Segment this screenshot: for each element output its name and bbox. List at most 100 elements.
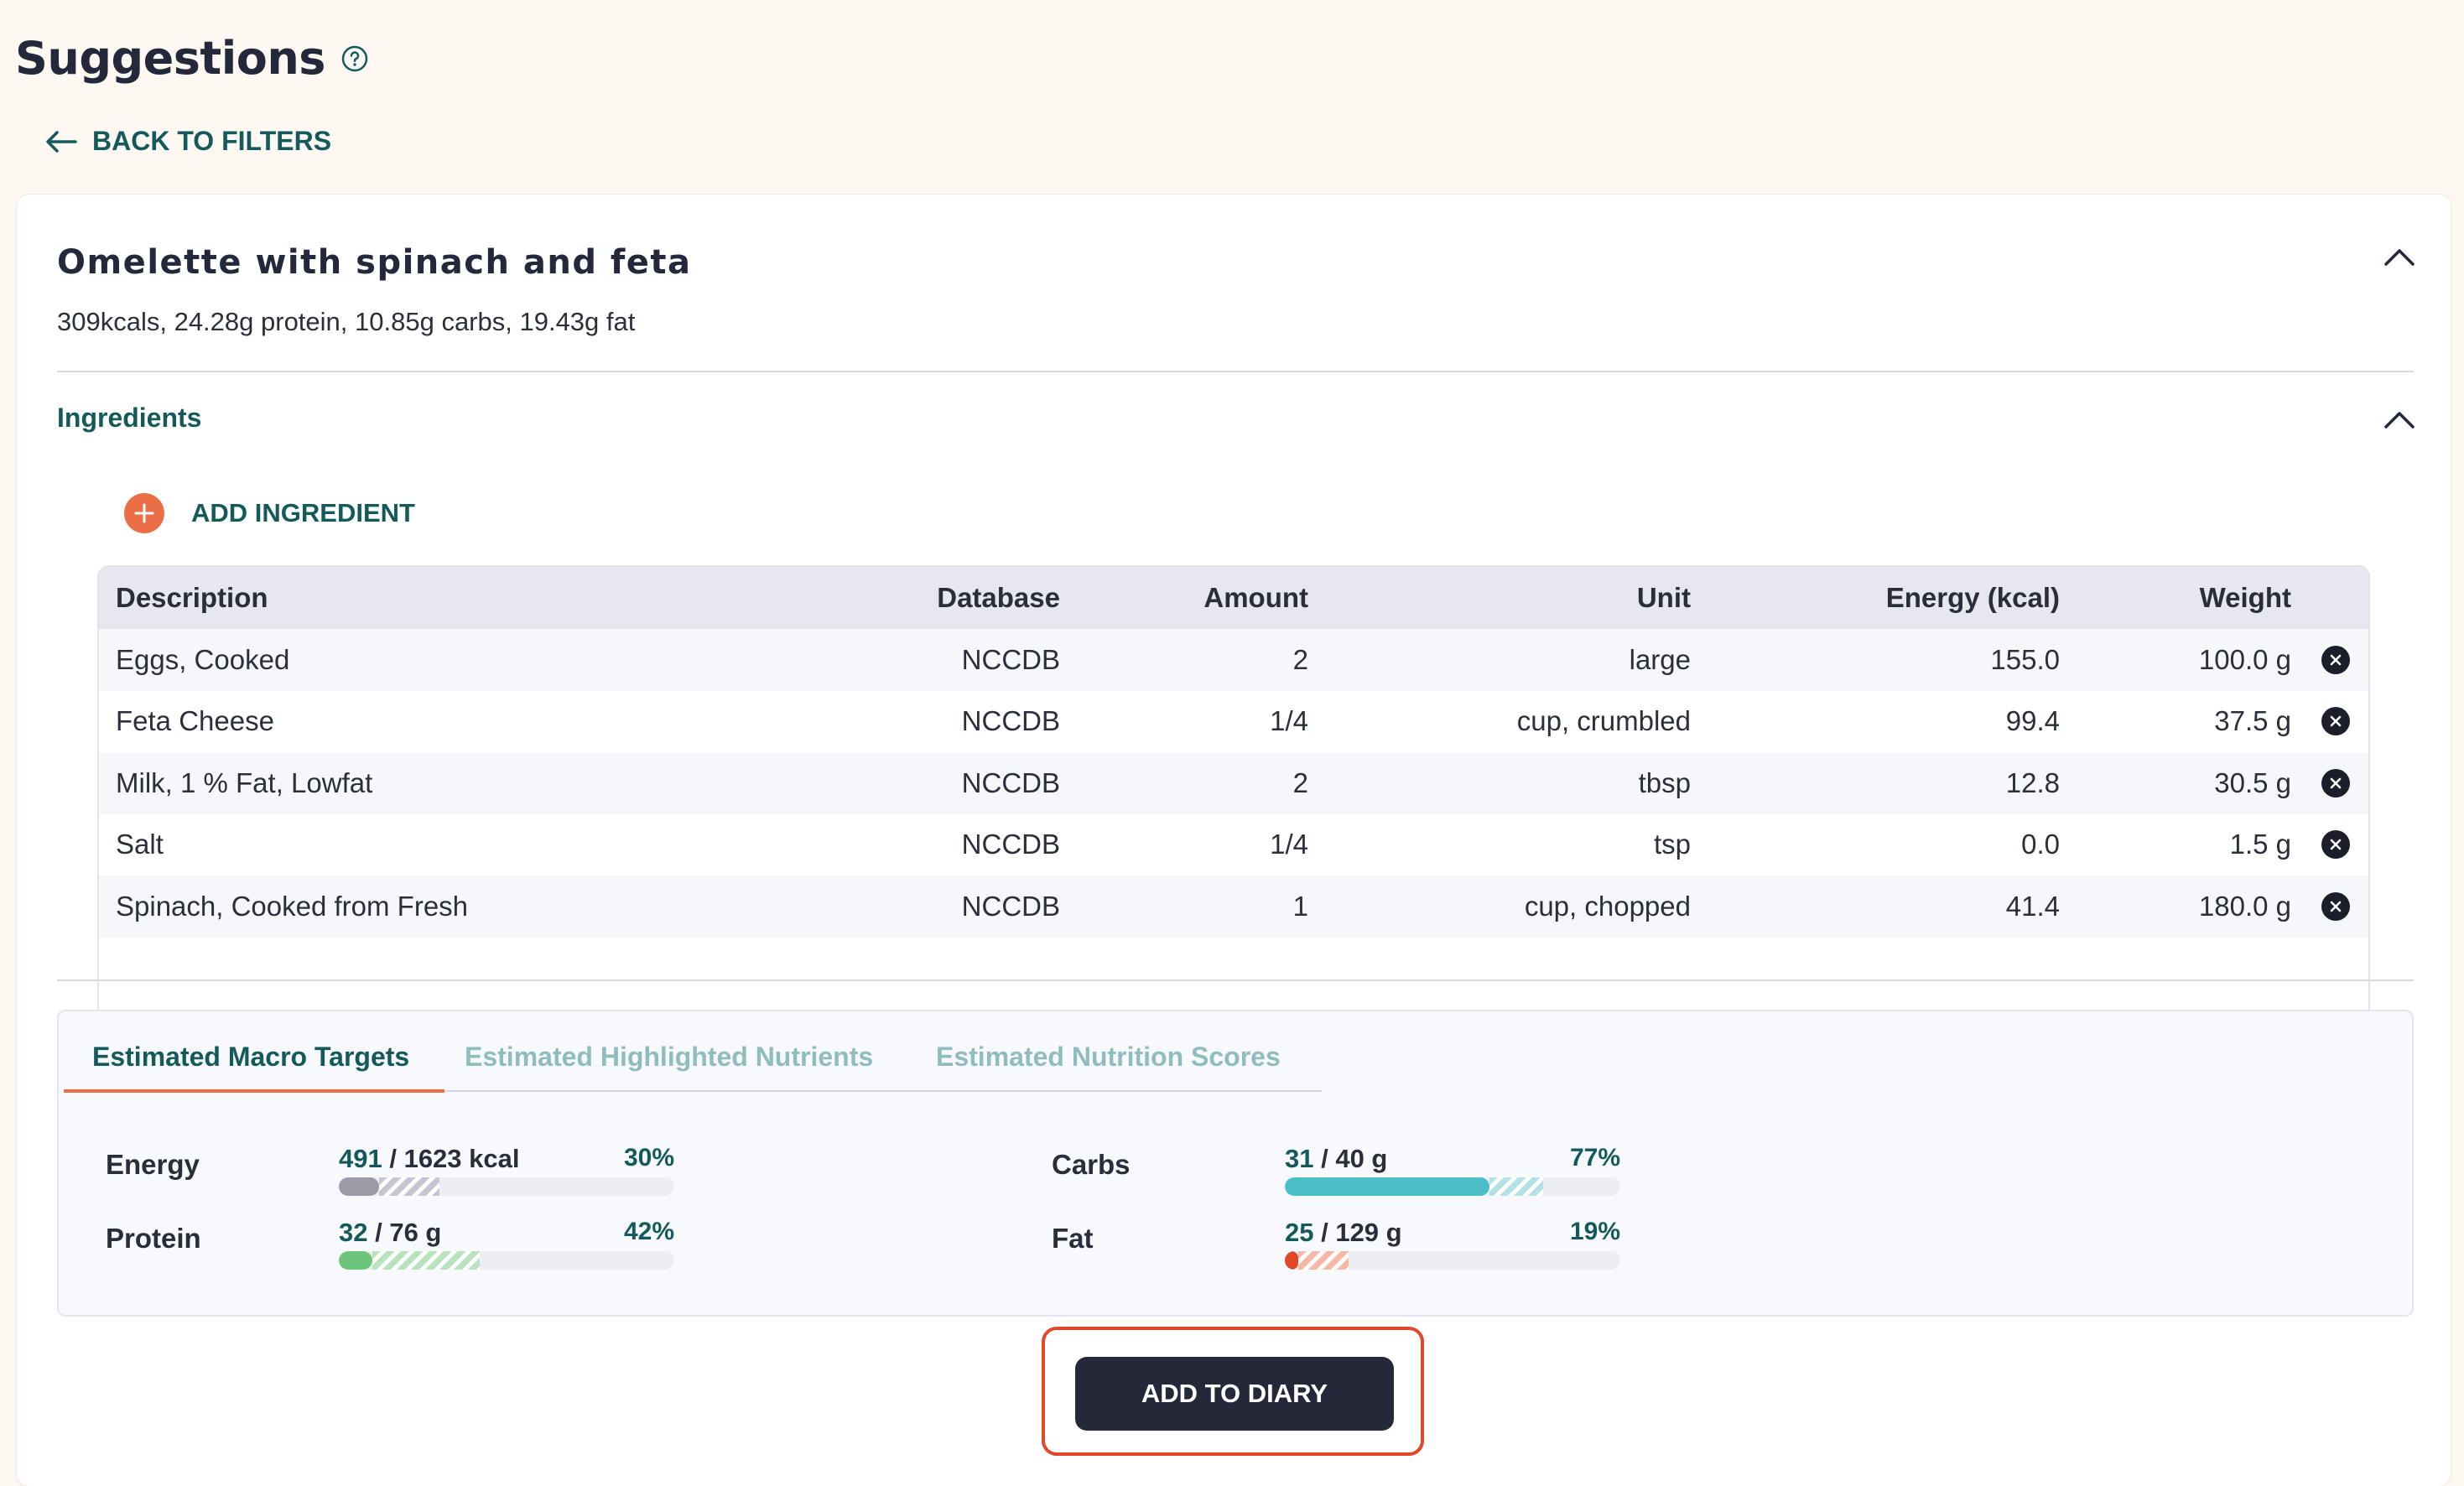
header-database: Database: [937, 582, 1060, 613]
table-header: Description Database Amount Unit Energy …: [99, 567, 2368, 629]
remove-ingredient-icon[interactable]: [2321, 645, 2350, 674]
cell-unit: large: [1629, 643, 1691, 675]
macro-value-carbs: 31 / 40 g: [1285, 1144, 1387, 1174]
macro-bar-fill: [1285, 1177, 1489, 1196]
macro-label-energy: Energy: [106, 1149, 200, 1180]
page-header: Suggestions: [15, 32, 369, 85]
macro-label-protein: Protein: [106, 1223, 201, 1254]
cell-database: NCCDB: [961, 829, 1060, 860]
macro-bar-protein: [339, 1251, 674, 1270]
cell-weight: 1.5 g: [2229, 829, 2291, 860]
macro-bar-projected: [379, 1177, 439, 1196]
cell-description: Eggs, Cooked: [116, 643, 290, 675]
macro-total-carbs: / 40 g: [1313, 1144, 1388, 1173]
cell-amount: 2: [1292, 766, 1308, 798]
macro-current-energy: 491: [339, 1144, 382, 1173]
macro-percent-protein: 42%: [623, 1218, 674, 1245]
table-row: Salt NCCDB 1/4 tsp 0.0 1.5 g: [99, 813, 2368, 875]
help-icon[interactable]: [340, 44, 369, 73]
header-weight: Weight: [2199, 582, 2291, 613]
cell-energy: 155.0: [1990, 643, 2060, 675]
macro-label-carbs: Carbs: [1052, 1149, 1131, 1180]
cell-description: Salt: [116, 829, 164, 860]
macro-total-protein: / 76 g: [367, 1218, 442, 1247]
macro-bar-projected: [372, 1251, 480, 1270]
recipe-summary: 309kcals, 24.28g protein, 10.85g carbs, …: [57, 307, 636, 336]
tab-nutrition-scores[interactable]: Estimated Nutrition Scores: [936, 1042, 1281, 1072]
macro-value-energy: 491 / 1623 kcal: [339, 1144, 519, 1174]
table-row: Spinach, Cooked from Fresh NCCDB 1 cup, …: [99, 875, 2368, 938]
recipe-title: Omelette with spinach and feta: [57, 243, 692, 282]
active-tab-indicator: [64, 1089, 444, 1093]
cell-unit: tsp: [1653, 829, 1691, 860]
cell-database: NCCDB: [961, 643, 1060, 675]
macro-percent-carbs: 77%: [1569, 1144, 1620, 1172]
macro-targets-panel: Estimated Macro Targets Estimated Highli…: [57, 1010, 2414, 1317]
tab-highlighted-nutrients[interactable]: Estimated Highlighted Nutrients: [465, 1042, 874, 1072]
cell-amount: 1/4: [1270, 705, 1308, 737]
collapse-recipe-chevron-up-icon[interactable]: [2383, 247, 2415, 267]
cell-database: NCCDB: [961, 766, 1060, 798]
macro-bar-fill: [339, 1251, 372, 1270]
macro-bar-projected: [1298, 1251, 1349, 1270]
add-to-diary-button[interactable]: ADD TO DIARY: [1075, 1357, 1394, 1431]
macro-total-energy: / 1623 kcal: [382, 1144, 520, 1173]
ingredients-section-toggle[interactable]: Ingredients: [57, 403, 202, 433]
macro-percent-fat: 19%: [1569, 1218, 1620, 1245]
cell-amount: 1: [1292, 890, 1308, 922]
cell-energy: 0.0: [2021, 829, 2060, 860]
macro-current-carbs: 31: [1285, 1144, 1314, 1173]
add-ingredient-button[interactable]: ADD INGREDIENT: [124, 493, 415, 533]
remove-ingredient-icon[interactable]: [2321, 768, 2350, 798]
remove-ingredient-icon[interactable]: [2321, 830, 2350, 860]
page-title: Suggestions: [15, 32, 325, 85]
cell-database: NCCDB: [961, 705, 1060, 737]
cell-weight: 100.0 g: [2198, 643, 2291, 675]
back-to-filters-link[interactable]: BACK TO FILTERS: [45, 126, 331, 157]
macro-bar-energy: [339, 1177, 674, 1196]
macro-bar-projected: [1489, 1177, 1543, 1196]
cell-database: NCCDB: [961, 890, 1060, 922]
divider: [57, 979, 2414, 981]
macro-current-protein: 32: [339, 1218, 368, 1247]
nutrition-tabs: Estimated Macro Targets Estimated Highli…: [64, 1037, 1322, 1093]
divider: [57, 371, 2414, 372]
cell-description: Spinach, Cooked from Fresh: [116, 890, 469, 922]
header-unit: Unit: [1636, 582, 1691, 613]
ingredients-table: Description Database Amount Unit Energy …: [97, 565, 2370, 1135]
header-energy: Energy (kcal): [1885, 582, 2060, 613]
cell-weight: 180.0 g: [2198, 890, 2291, 922]
macro-total-fat: / 129 g: [1313, 1218, 1402, 1247]
add-ingredient-label: ADD INGREDIENT: [191, 498, 415, 527]
macro-bar-fill: [1285, 1251, 1298, 1270]
cell-unit: cup, chopped: [1524, 890, 1691, 922]
cell-energy: 41.4: [2005, 890, 2060, 922]
table-row: Milk, 1 % Fat, Lowfat NCCDB 2 tbsp 12.8 …: [99, 752, 2368, 814]
macro-bar-fat: [1285, 1251, 1620, 1270]
arrow-left-icon: [46, 130, 77, 153]
add-to-diary-highlight: [1042, 1327, 1424, 1456]
remove-ingredient-icon[interactable]: [2321, 891, 2350, 921]
recipe-card: Omelette with spinach and feta 309kcals,…: [17, 195, 2451, 1486]
remove-ingredient-icon[interactable]: [2321, 707, 2350, 736]
collapse-ingredients-chevron-up-icon[interactable]: [2383, 409, 2415, 429]
table-body: Eggs, Cooked NCCDB 2 large 155.0 100.0 g…: [99, 629, 2368, 938]
cell-unit: cup, crumbled: [1516, 705, 1691, 737]
cell-amount: 2: [1292, 643, 1308, 675]
table-row: Eggs, Cooked NCCDB 2 large 155.0 100.0 g: [99, 629, 2368, 691]
table-row: Feta Cheese NCCDB 1/4 cup, crumbled 99.4…: [99, 690, 2368, 752]
header-amount: Amount: [1203, 582, 1308, 613]
cell-amount: 1/4: [1270, 829, 1308, 860]
macro-bar-carbs: [1285, 1177, 1620, 1196]
macro-value-protein: 32 / 76 g: [339, 1218, 441, 1248]
cell-description: Feta Cheese: [116, 705, 274, 737]
cell-description: Milk, 1 % Fat, Lowfat: [116, 766, 373, 798]
macro-percent-energy: 30%: [623, 1144, 674, 1172]
cell-weight: 30.5 g: [2214, 766, 2291, 798]
cell-unit: tbsp: [1638, 766, 1691, 798]
cell-energy: 12.8: [2005, 766, 2060, 798]
macro-value-fat: 25 / 129 g: [1285, 1218, 1402, 1248]
cell-weight: 37.5 g: [2214, 705, 2291, 737]
tab-macro-targets[interactable]: Estimated Macro Targets: [92, 1042, 410, 1072]
header-description: Description: [116, 582, 268, 613]
